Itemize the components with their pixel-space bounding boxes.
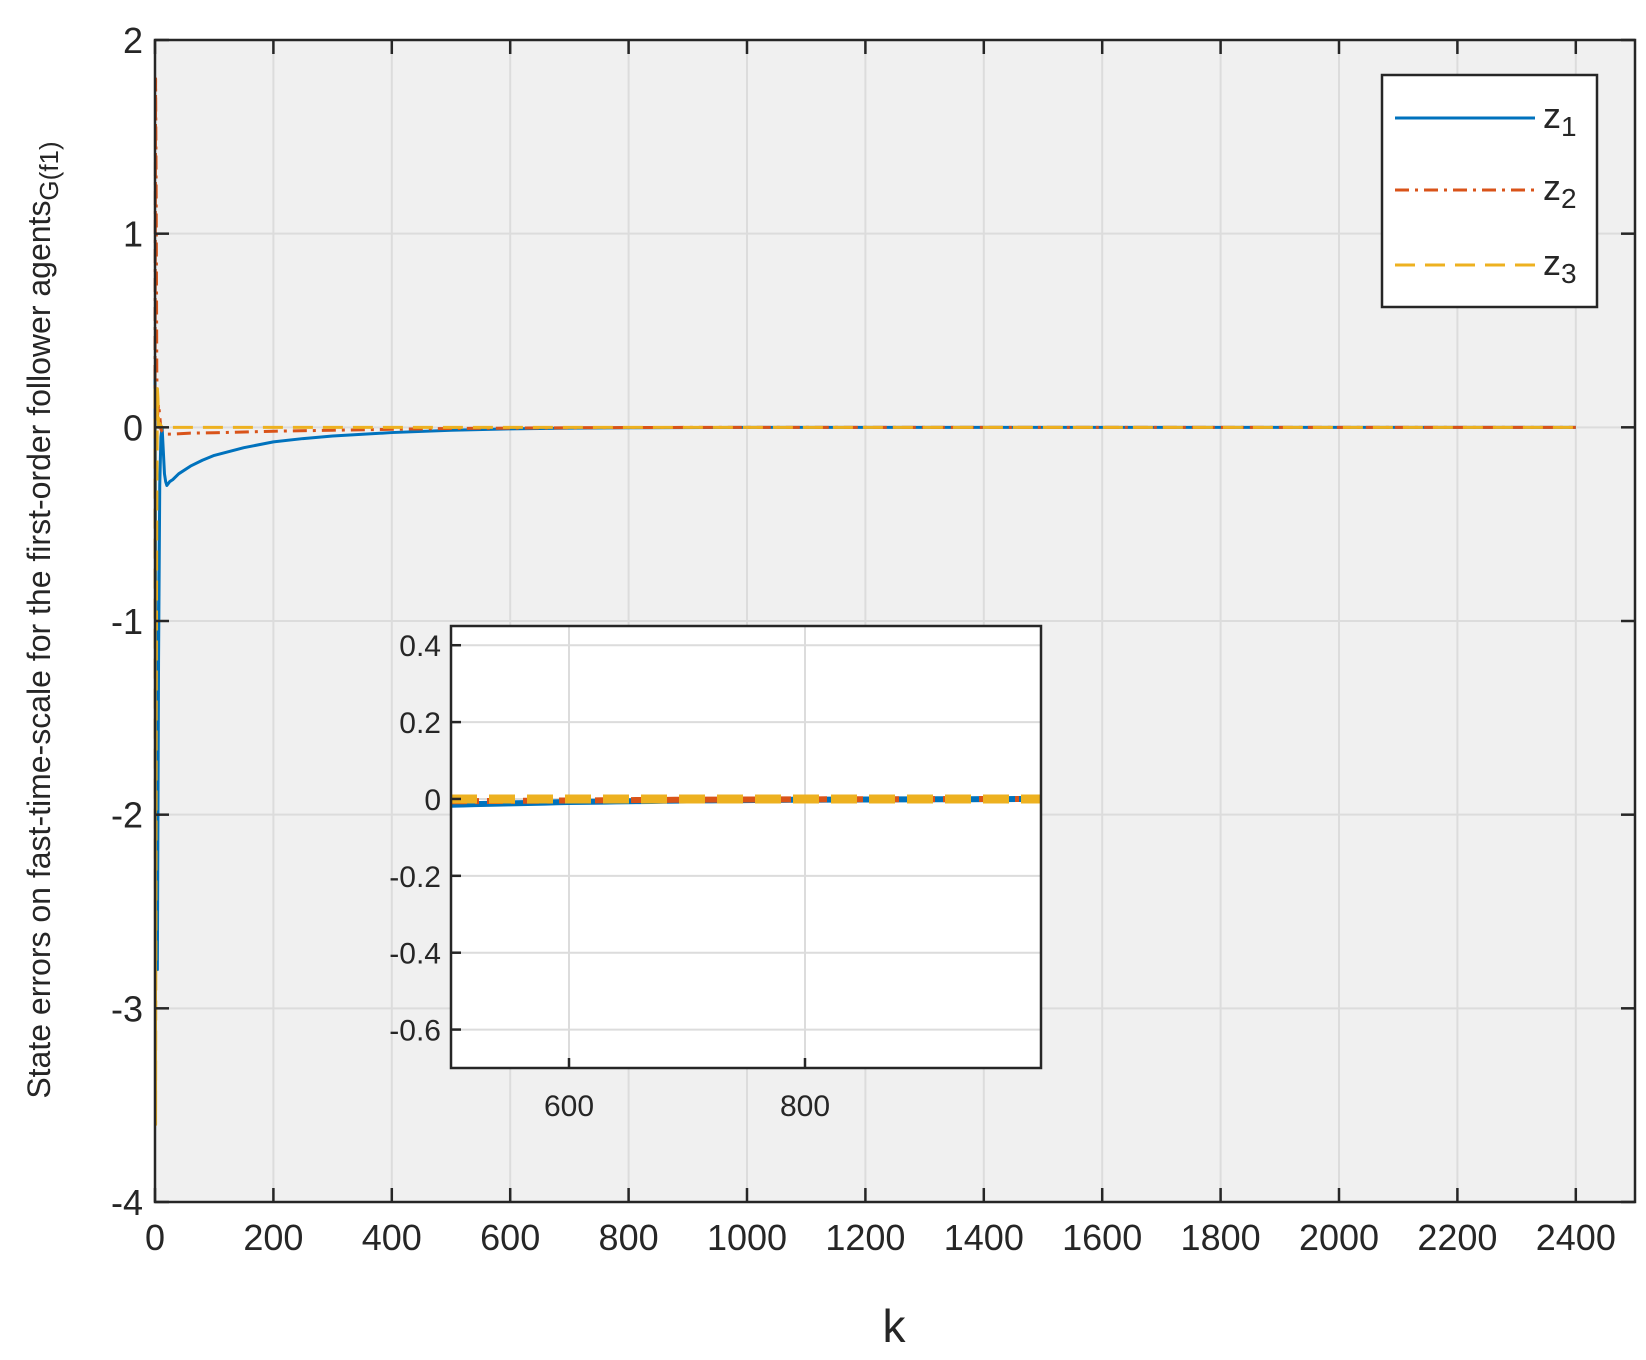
main-series-layer [153, 77, 1576, 1127]
main-ticks: 0 200 400 600 800 1000 1200 1400 1600 1800 2000 220… [111, 20, 1635, 1258]
inset-plot-area [451, 626, 1041, 1068]
series-line-z3 [153, 387, 1576, 1127]
inset-y-tick-label: -0.4 [389, 938, 441, 971]
y-axis-label-subscript: G(f1) [34, 141, 64, 200]
y-tick-label: 1 [123, 214, 143, 255]
y-axis-label-main: State errors on fast-time-scale for the … [21, 201, 57, 1099]
inset-y-tick-label: 0.2 [399, 707, 441, 740]
x-tick-label: 800 [599, 1217, 659, 1258]
inset-series-layer [450, 794, 1042, 808]
legend-label-z1: z1 [1543, 95, 1577, 142]
x-tick-label: 200 [243, 1217, 303, 1258]
x-tick-label: 1800 [1181, 1217, 1261, 1258]
x-tick-label: 2000 [1299, 1217, 1379, 1258]
inset-y-tick-label: -0.6 [389, 1015, 441, 1048]
y-tick-label: 2 [123, 20, 143, 61]
inset-axes-box [449, 624, 1043, 1070]
x-tick-label: 1400 [944, 1217, 1024, 1258]
inset-y-tick-label: -0.2 [389, 861, 441, 894]
x-tick-label: 400 [362, 1217, 422, 1258]
x-axis-label: k [883, 1300, 907, 1352]
x-tick-label: 1600 [1062, 1217, 1142, 1258]
x-tick-label: 0 [145, 1217, 165, 1258]
inset-x-tick-label: 800 [780, 1090, 830, 1123]
inset-x-tick-label: 600 [544, 1090, 594, 1123]
legend-label-z2: z2 [1543, 167, 1577, 214]
inset-y-tick-label: 0.4 [399, 630, 441, 663]
y-axis-label: State errors on fast-time-scale for the … [21, 141, 64, 1098]
x-tick-label: 2400 [1536, 1217, 1616, 1258]
x-tick-label: 1200 [825, 1217, 905, 1258]
inset-y-tick-label: 0 [424, 784, 441, 817]
main-axes-box [153, 38, 1637, 1204]
legend: z1 z2 z3 [1380, 73, 1599, 309]
y-tick-label: -1 [111, 601, 143, 642]
x-tick-label: 1000 [707, 1217, 787, 1258]
inset-ticks: 600 800 -0.6 -0.4 -0.2 0 0.2 0.4 [389, 630, 830, 1123]
legend-label-z3: z3 [1543, 242, 1577, 289]
y-tick-label: -3 [111, 988, 143, 1029]
y-tick-label: -2 [111, 795, 143, 836]
y-tick-label: 0 [123, 407, 143, 448]
x-tick-label: 2200 [1417, 1217, 1497, 1258]
x-tick-label: 600 [480, 1217, 540, 1258]
y-tick-label: -4 [111, 1182, 143, 1223]
